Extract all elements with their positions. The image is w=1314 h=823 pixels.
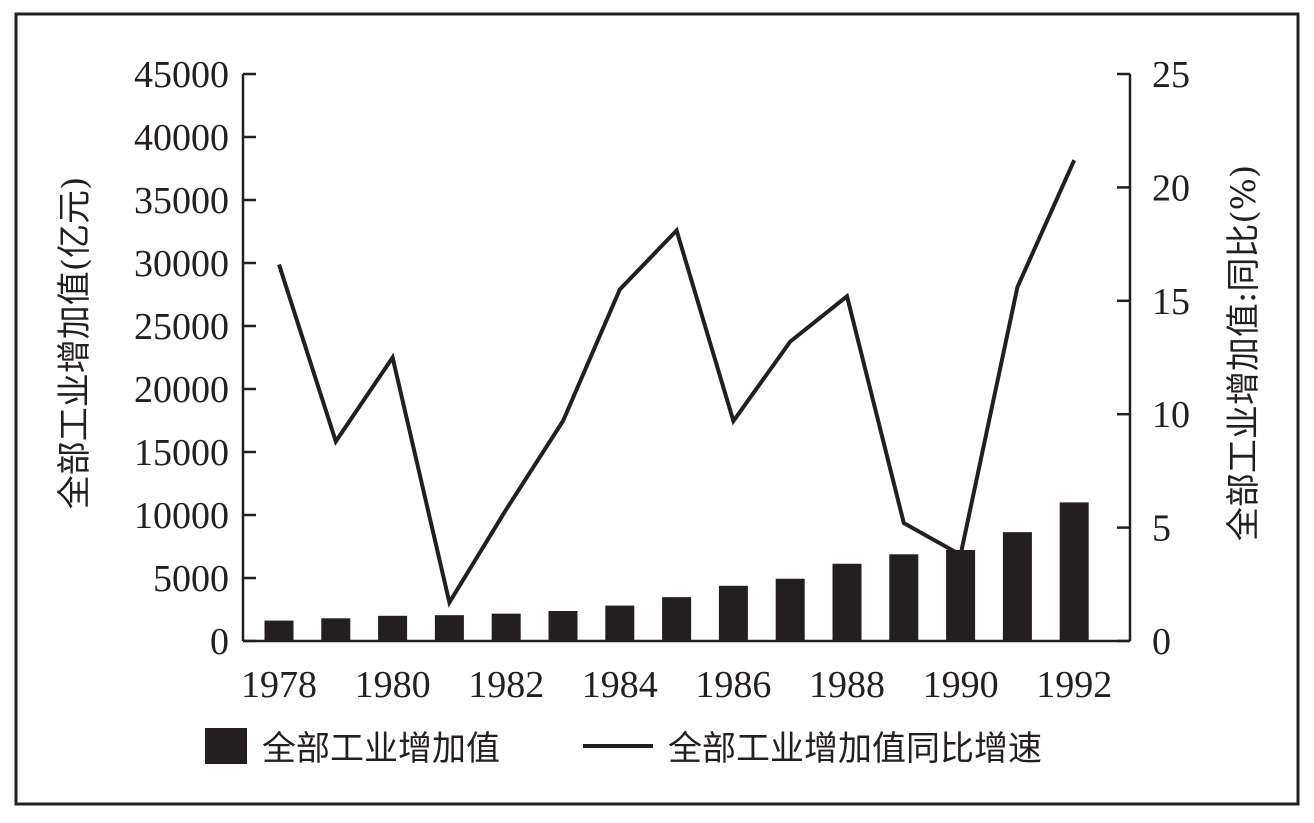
bar — [1060, 502, 1089, 641]
x-tick-label: 1992 — [1036, 664, 1112, 706]
y-left-tick-label: 45000 — [134, 54, 229, 96]
bar — [889, 554, 918, 641]
y-right-tick-label: 25 — [1152, 54, 1190, 96]
x-tick-label: 1982 — [468, 664, 544, 706]
line-series-group — [279, 160, 1074, 602]
y-right-tick-label: 10 — [1152, 394, 1190, 436]
x-tick-label: 1978 — [241, 664, 317, 706]
x-tick-label: 1980 — [355, 664, 431, 706]
legend-bar-label: 全部工业增加值 — [262, 729, 500, 769]
y-left-tick-label: 40000 — [134, 117, 229, 159]
bars-group — [265, 502, 1089, 641]
y-left-tick-label: 35000 — [134, 180, 229, 222]
legend: 全部工业增加值 全部工业增加值同比增速 — [205, 728, 1042, 769]
y-left-tick-label: 0 — [210, 621, 229, 663]
y-left-tick-label: 10000 — [134, 495, 229, 537]
y-left-axis-label: 全部工业增加值(亿元) — [55, 177, 95, 510]
legend-line-label: 全部工业增加值同比增速 — [668, 729, 1042, 769]
y-left-tick-label: 20000 — [134, 369, 229, 411]
y-right-axis-label: 全部工业增加值:同比(%) — [1224, 165, 1264, 541]
y-right-tick-label: 15 — [1152, 281, 1190, 323]
y-right-tick-label: 0 — [1152, 621, 1171, 663]
bar — [946, 550, 975, 641]
y-right-tick-label: 5 — [1152, 508, 1171, 550]
y-right-tick-label: 20 — [1152, 167, 1190, 209]
growth-rate-line — [279, 160, 1074, 602]
y-left-tick-label: 5000 — [153, 558, 229, 600]
bar — [833, 564, 862, 641]
y-left-tick-label: 25000 — [134, 306, 229, 348]
legend-bar-swatch — [205, 728, 247, 764]
x-tick-label: 1988 — [809, 664, 885, 706]
x-tick-label: 1984 — [582, 664, 658, 706]
x-tick-label: 1990 — [923, 664, 999, 706]
y-left-tick-label: 30000 — [134, 243, 229, 285]
bar — [1003, 532, 1032, 641]
y-left-tick-label: 15000 — [134, 432, 229, 474]
x-tick-label: 1986 — [695, 664, 771, 706]
